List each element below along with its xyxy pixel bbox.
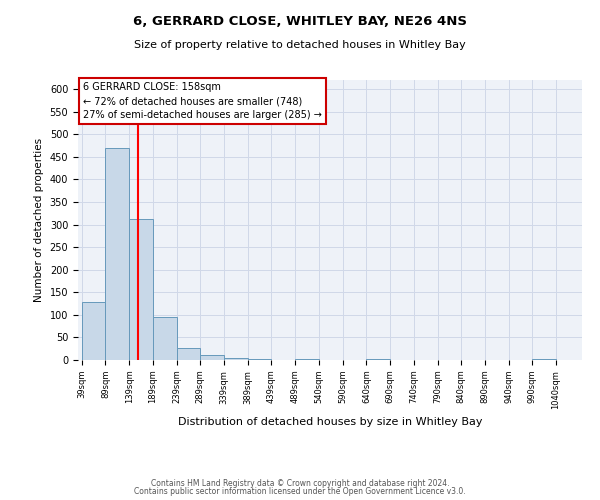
Text: 6 GERRARD CLOSE: 158sqm
← 72% of detached houses are smaller (748)
27% of semi-d: 6 GERRARD CLOSE: 158sqm ← 72% of detache… <box>83 82 322 120</box>
Bar <box>224 358 248 360</box>
Bar <box>106 148 129 360</box>
Bar <box>295 359 319 360</box>
Bar <box>367 358 390 360</box>
Text: Contains HM Land Registry data © Crown copyright and database right 2024.: Contains HM Land Registry data © Crown c… <box>151 478 449 488</box>
Bar <box>153 316 176 360</box>
Text: 6, GERRARD CLOSE, WHITLEY BAY, NE26 4NS: 6, GERRARD CLOSE, WHITLEY BAY, NE26 4NS <box>133 15 467 28</box>
X-axis label: Distribution of detached houses by size in Whitley Bay: Distribution of detached houses by size … <box>178 417 482 427</box>
Bar <box>532 359 556 360</box>
Bar <box>248 359 271 360</box>
Bar <box>82 302 106 360</box>
Bar <box>176 348 200 360</box>
Text: Size of property relative to detached houses in Whitley Bay: Size of property relative to detached ho… <box>134 40 466 50</box>
Bar <box>129 219 153 360</box>
Text: Contains public sector information licensed under the Open Government Licence v3: Contains public sector information licen… <box>134 487 466 496</box>
Y-axis label: Number of detached properties: Number of detached properties <box>34 138 44 302</box>
Bar <box>200 354 224 360</box>
